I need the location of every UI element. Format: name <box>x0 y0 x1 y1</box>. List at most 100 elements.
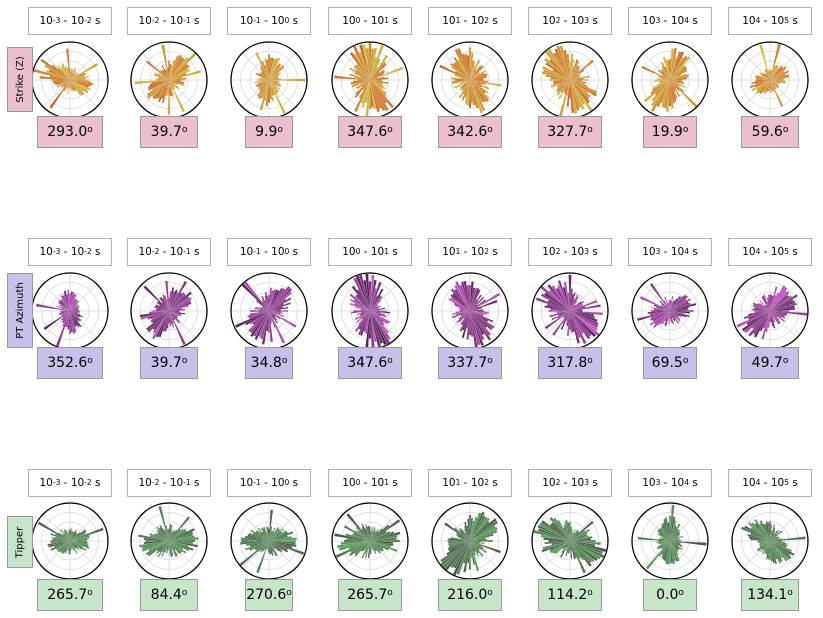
rose-bar <box>670 80 686 88</box>
rose-bar <box>166 298 169 311</box>
rose-bar <box>670 51 685 80</box>
rose-bar <box>58 311 70 315</box>
rose-bar <box>269 80 275 96</box>
rose-bar <box>770 311 785 322</box>
rose-bar <box>169 311 174 324</box>
rose-bar <box>370 80 383 82</box>
rose-bar <box>70 311 77 327</box>
rose-bar <box>250 310 269 312</box>
rose-bar <box>169 532 173 541</box>
period-base: 10 <box>442 477 456 489</box>
rose-bar <box>260 541 269 551</box>
rose-bar <box>353 532 370 541</box>
rose-bar <box>262 306 269 311</box>
period-exp-low: -1 <box>253 15 261 25</box>
rose-bar <box>365 311 370 334</box>
rose-bar <box>169 541 182 554</box>
degree-symbol: o <box>277 125 283 135</box>
angle-value: 0.0 <box>656 587 679 603</box>
rose-bar <box>169 311 186 345</box>
rose-bar <box>570 304 601 311</box>
rose-bar <box>169 80 182 82</box>
rose-bar <box>346 513 370 541</box>
rose-bar <box>261 80 269 81</box>
rose-bar <box>70 541 90 549</box>
rose-bar <box>470 80 486 103</box>
rose-bar <box>248 311 269 332</box>
rose-bar <box>564 80 570 95</box>
rose-plot <box>230 41 308 119</box>
rose-bar <box>269 80 278 82</box>
rose-bar <box>169 296 190 311</box>
period-unit: s <box>792 246 798 258</box>
rose-bar <box>670 301 689 311</box>
rose-bar <box>570 531 580 541</box>
rose-bar <box>167 67 169 80</box>
rose-bar <box>470 515 486 541</box>
rose-bar <box>169 541 190 552</box>
rose-bar <box>161 44 169 80</box>
rose-bar <box>466 311 470 329</box>
period-unit: s <box>292 15 299 27</box>
rose-bar <box>63 290 70 311</box>
rose-bar <box>570 300 598 311</box>
dominant-angle-label: 337.7 o <box>438 347 502 379</box>
rose-bar <box>70 298 78 311</box>
rose-bar <box>370 295 382 311</box>
rose-bar <box>269 311 281 319</box>
rose-bar <box>164 68 169 80</box>
rose-bar <box>566 53 570 80</box>
rose-bar <box>455 311 470 313</box>
period-band-label: 10 2 - 10 3 s <box>528 7 612 35</box>
rose-bar <box>151 80 169 84</box>
rose-bar <box>161 70 169 80</box>
rose-bar <box>368 80 372 109</box>
rose-bar <box>269 535 288 541</box>
rose-bar <box>440 541 470 567</box>
rose-bar <box>670 80 684 83</box>
rose-bar <box>470 517 488 541</box>
rose-bar <box>660 311 670 325</box>
rose-bar <box>269 80 281 84</box>
rose-plot <box>431 502 509 580</box>
rose-bar <box>361 529 370 541</box>
rose-bar <box>361 311 370 313</box>
rose-bar <box>769 80 771 89</box>
rose-bar <box>70 80 91 83</box>
rose-bar <box>269 530 287 541</box>
rose-bar <box>169 80 175 87</box>
rose-bar <box>770 300 796 311</box>
rose-bar <box>61 298 70 311</box>
rose-bar <box>269 72 280 80</box>
rose-bar <box>552 69 570 80</box>
rose-bar <box>70 541 84 548</box>
rose-bar <box>70 531 73 541</box>
rose-bar <box>68 529 70 541</box>
rose-bar <box>770 311 774 318</box>
dominant-angle-label: 216.0 o <box>438 579 502 611</box>
rose-bar <box>664 517 670 541</box>
rose-bar <box>670 541 673 564</box>
rose-bar <box>570 541 573 552</box>
rose-bar <box>363 311 370 332</box>
period-unit: s <box>194 15 200 27</box>
rose-bar <box>269 80 282 86</box>
rose-bar <box>269 57 281 80</box>
rose-bar <box>154 306 169 311</box>
rose-bar <box>659 80 670 83</box>
rose-bar <box>335 541 370 559</box>
period-base: 10 <box>742 477 756 489</box>
rose-bar <box>70 311 79 318</box>
rose-bar <box>450 288 470 311</box>
rose-bar <box>470 311 488 315</box>
rose-bar <box>151 310 169 312</box>
rose-bar <box>542 541 570 550</box>
rose-bar <box>349 302 370 311</box>
rose-bar <box>770 311 778 318</box>
rose-plot <box>230 272 308 350</box>
rose-bar <box>261 306 269 311</box>
rose-bar <box>670 529 679 541</box>
rose-bar <box>269 67 284 80</box>
rose-bar <box>549 516 570 541</box>
rose-bar <box>670 311 682 317</box>
